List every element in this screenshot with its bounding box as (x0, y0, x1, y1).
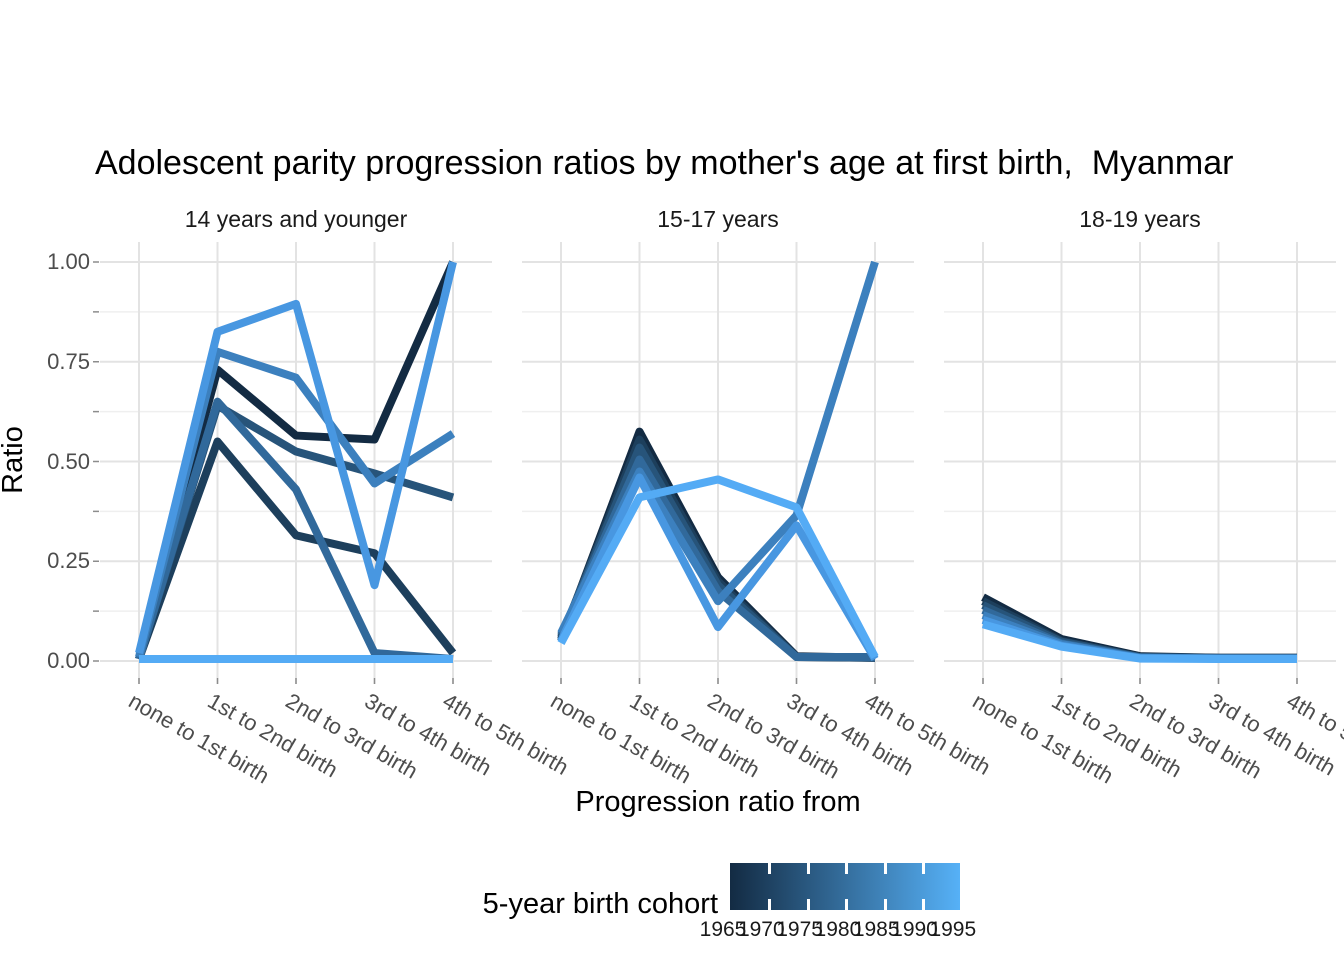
chart-title: Adolescent parity progression ratios by … (95, 144, 1234, 182)
y-axis-title: Ratio (0, 426, 29, 494)
y-tick-label-0.75: 0.75 (47, 348, 90, 374)
legend-colorbar (730, 863, 960, 910)
x-axis-title: Progression ratio from (575, 786, 861, 818)
colorbar-tick (883, 863, 887, 874)
facet-label-15-17: 15-17 years (657, 206, 779, 232)
facet-label-14-and-younger: 14 years and younger (184, 206, 408, 232)
colorbar-tick (768, 899, 771, 910)
cohort-line-1970-facet-0 (135, 437, 457, 661)
cohort-line-1990-facet-1 (557, 473, 879, 662)
colorbar-tick (806, 863, 810, 874)
y-tick-label-1.00: 1.00 (47, 249, 90, 274)
legend-label-1965: 1965 (699, 918, 747, 941)
colorbar-tick (806, 899, 810, 910)
cohort-line-1995-facet-2 (981, 620, 1297, 664)
colorbar-tick (845, 899, 848, 910)
cohort-line-1990-facet-0 (135, 261, 457, 654)
y-tick-label-0.25: 0.25 (47, 548, 90, 574)
facet-label-18-19: 18-19 years (1079, 206, 1201, 232)
legend-label-1985: 1985 (852, 918, 900, 941)
y-tick-label-0.00: 0.00 (47, 648, 90, 673)
legend-label-1975: 1975 (776, 918, 823, 941)
colorbar-tick (883, 899, 887, 910)
legend-label-1995: 1995 (929, 918, 977, 941)
legend-label-1970: 1970 (737, 918, 785, 941)
cohort-line-1995-facet-1 (557, 475, 879, 659)
colorbar-tick (922, 863, 925, 874)
legend-title: 5-year birth cohort (482, 888, 718, 920)
colorbar-tick (845, 863, 848, 874)
colorbar-tick (922, 899, 925, 910)
colorbar-tick (768, 863, 771, 874)
legend-label-1990: 1990 (891, 918, 938, 941)
legend-label-1980: 1980 (814, 918, 862, 941)
y-tick-label-0.50: 0.50 (47, 448, 90, 474)
